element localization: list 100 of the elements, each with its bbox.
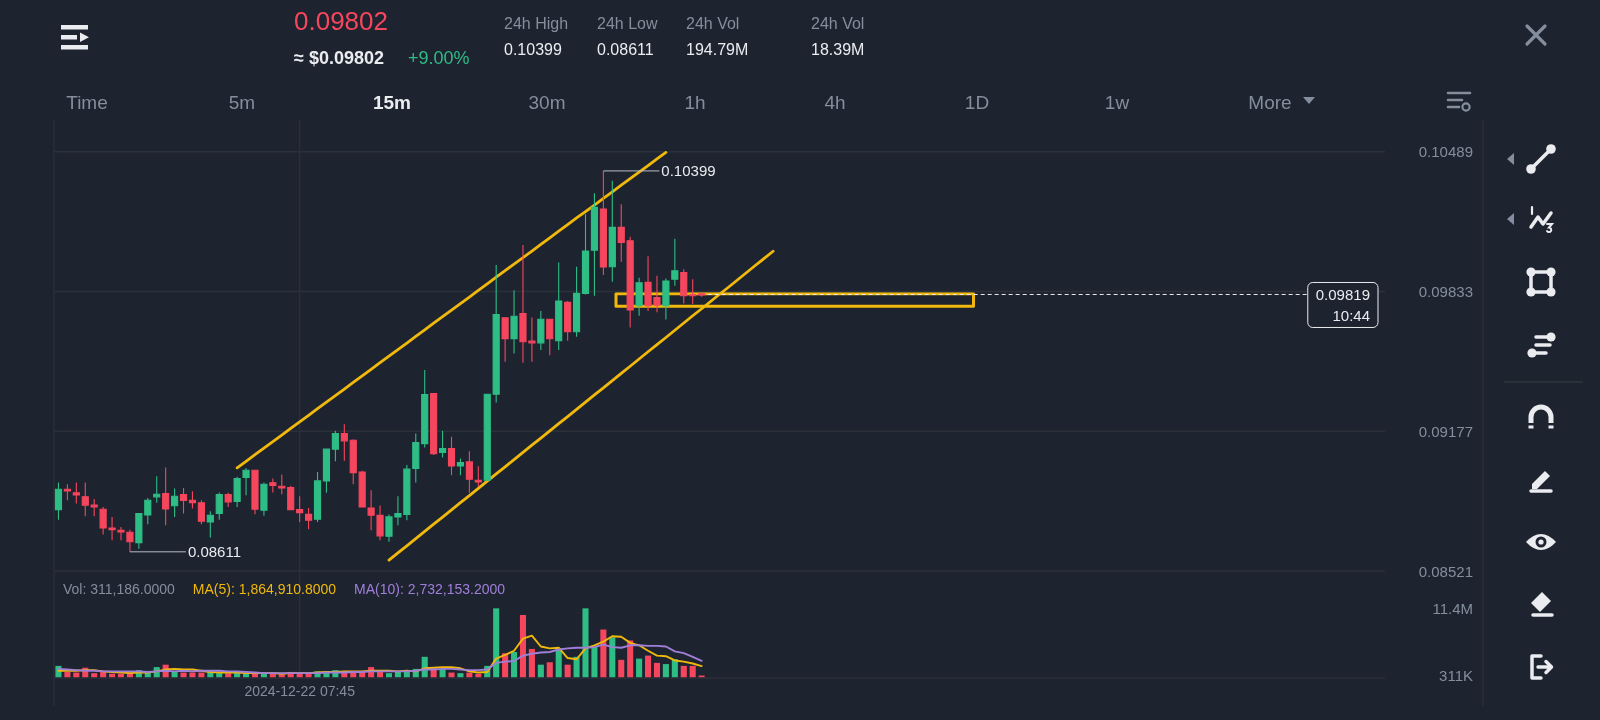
text: 24h High (504, 14, 569, 32)
text: 0.09802 (294, 6, 388, 36)
candlestick (233, 476, 241, 508)
bar (645, 655, 652, 678)
bar (564, 664, 571, 678)
candlestick (188, 490, 197, 510)
bar (653, 662, 661, 678)
text: 0.08611 (597, 40, 654, 58)
candlestick (251, 469, 259, 515)
line-series (57, 643, 703, 675)
candlestick (474, 465, 482, 488)
text: 15m (372, 91, 412, 113)
bar (457, 673, 464, 678)
bar (662, 664, 669, 678)
text: 24h Vol (686, 14, 740, 32)
bar (385, 673, 393, 678)
text: MA(5): 1,864,910.8000 (192, 581, 337, 597)
bar (91, 673, 98, 678)
candlestick (671, 238, 679, 287)
candlestick (430, 392, 438, 456)
text: Time (66, 91, 108, 113)
text: More (1248, 91, 1292, 113)
candlestick (421, 369, 429, 448)
text: 30m (528, 91, 566, 113)
candlestick (447, 436, 456, 476)
candlestick (501, 316, 509, 363)
candlestick (689, 278, 697, 305)
bar (546, 662, 553, 678)
candlestick (456, 457, 465, 476)
candlestick (197, 499, 205, 525)
text: 0.10399 (504, 40, 562, 58)
candlestick (322, 447, 331, 494)
candlestick (572, 266, 581, 338)
y-tick-label: 311K (1439, 667, 1473, 685)
candlestick (179, 487, 188, 515)
candlestick (599, 170, 607, 276)
candlestick (224, 492, 232, 508)
text: 18.39M (811, 40, 865, 58)
text: 4h (824, 91, 846, 113)
candlestick (81, 482, 89, 517)
candlestick (635, 277, 643, 317)
line-series (387, 249, 775, 562)
candlestick (153, 475, 161, 504)
bar (689, 665, 696, 678)
candlestick (171, 488, 179, 518)
candlestick (581, 213, 590, 296)
bar (180, 672, 187, 678)
candlestick (555, 261, 563, 351)
candlestick (305, 507, 313, 530)
candlestick (331, 430, 339, 462)
bar (636, 658, 643, 678)
candlestick (564, 300, 572, 342)
bar (493, 608, 500, 678)
candlestick (608, 180, 616, 283)
candlestick (278, 473, 286, 495)
annotation: 0.08611 (187, 543, 242, 561)
candlestick (438, 430, 447, 458)
candlestick (412, 433, 420, 484)
candlestick (510, 289, 518, 355)
candlestick (206, 510, 214, 539)
bar (591, 647, 598, 678)
bar (680, 665, 687, 678)
y-tick-label: 0.09833 (1418, 283, 1473, 300)
y-tick-label: 0.10489 (1418, 143, 1473, 161)
text: 24h Vol (811, 14, 865, 32)
text: MA(10): 2,732,153.2000 (354, 581, 506, 597)
text: 1w (1104, 91, 1130, 113)
y-tick-label: 0.09177 (1418, 422, 1473, 440)
x-tick-label: 2024-12-22 07:45 (244, 683, 356, 700)
candlestick (546, 318, 554, 356)
candlestick (90, 498, 98, 517)
candlestick (63, 483, 71, 501)
candlestick (287, 485, 295, 511)
text: 1D (964, 91, 990, 113)
text: 194.79M (686, 40, 749, 58)
candlestick (680, 268, 688, 304)
candlestick (215, 492, 223, 521)
text: 5m (228, 91, 256, 113)
candlestick (698, 292, 706, 298)
candlestick (162, 466, 170, 526)
text: ≈ $0.09802 (294, 48, 384, 68)
y-tick-label: 11.4M (1432, 599, 1473, 617)
candlestick (54, 482, 63, 521)
candlestick (465, 450, 473, 494)
candlestick (296, 495, 304, 523)
candlestick (590, 192, 599, 297)
candlestick (340, 423, 348, 462)
bar (528, 648, 535, 678)
y-tick-label: 0.08521 (1418, 562, 1473, 580)
bar (582, 608, 589, 678)
candlestick (72, 482, 80, 505)
text: 1h (684, 91, 706, 113)
candlestick (313, 471, 322, 523)
bar (394, 671, 401, 678)
annotation: Vol: 311,186.0000 (63, 581, 176, 597)
candlestick (662, 277, 670, 320)
candlestick (269, 477, 277, 494)
text: +9.00% (408, 48, 470, 68)
ref-line-label: 0.09819 10:44 (1315, 285, 1370, 324)
bar (64, 671, 71, 678)
